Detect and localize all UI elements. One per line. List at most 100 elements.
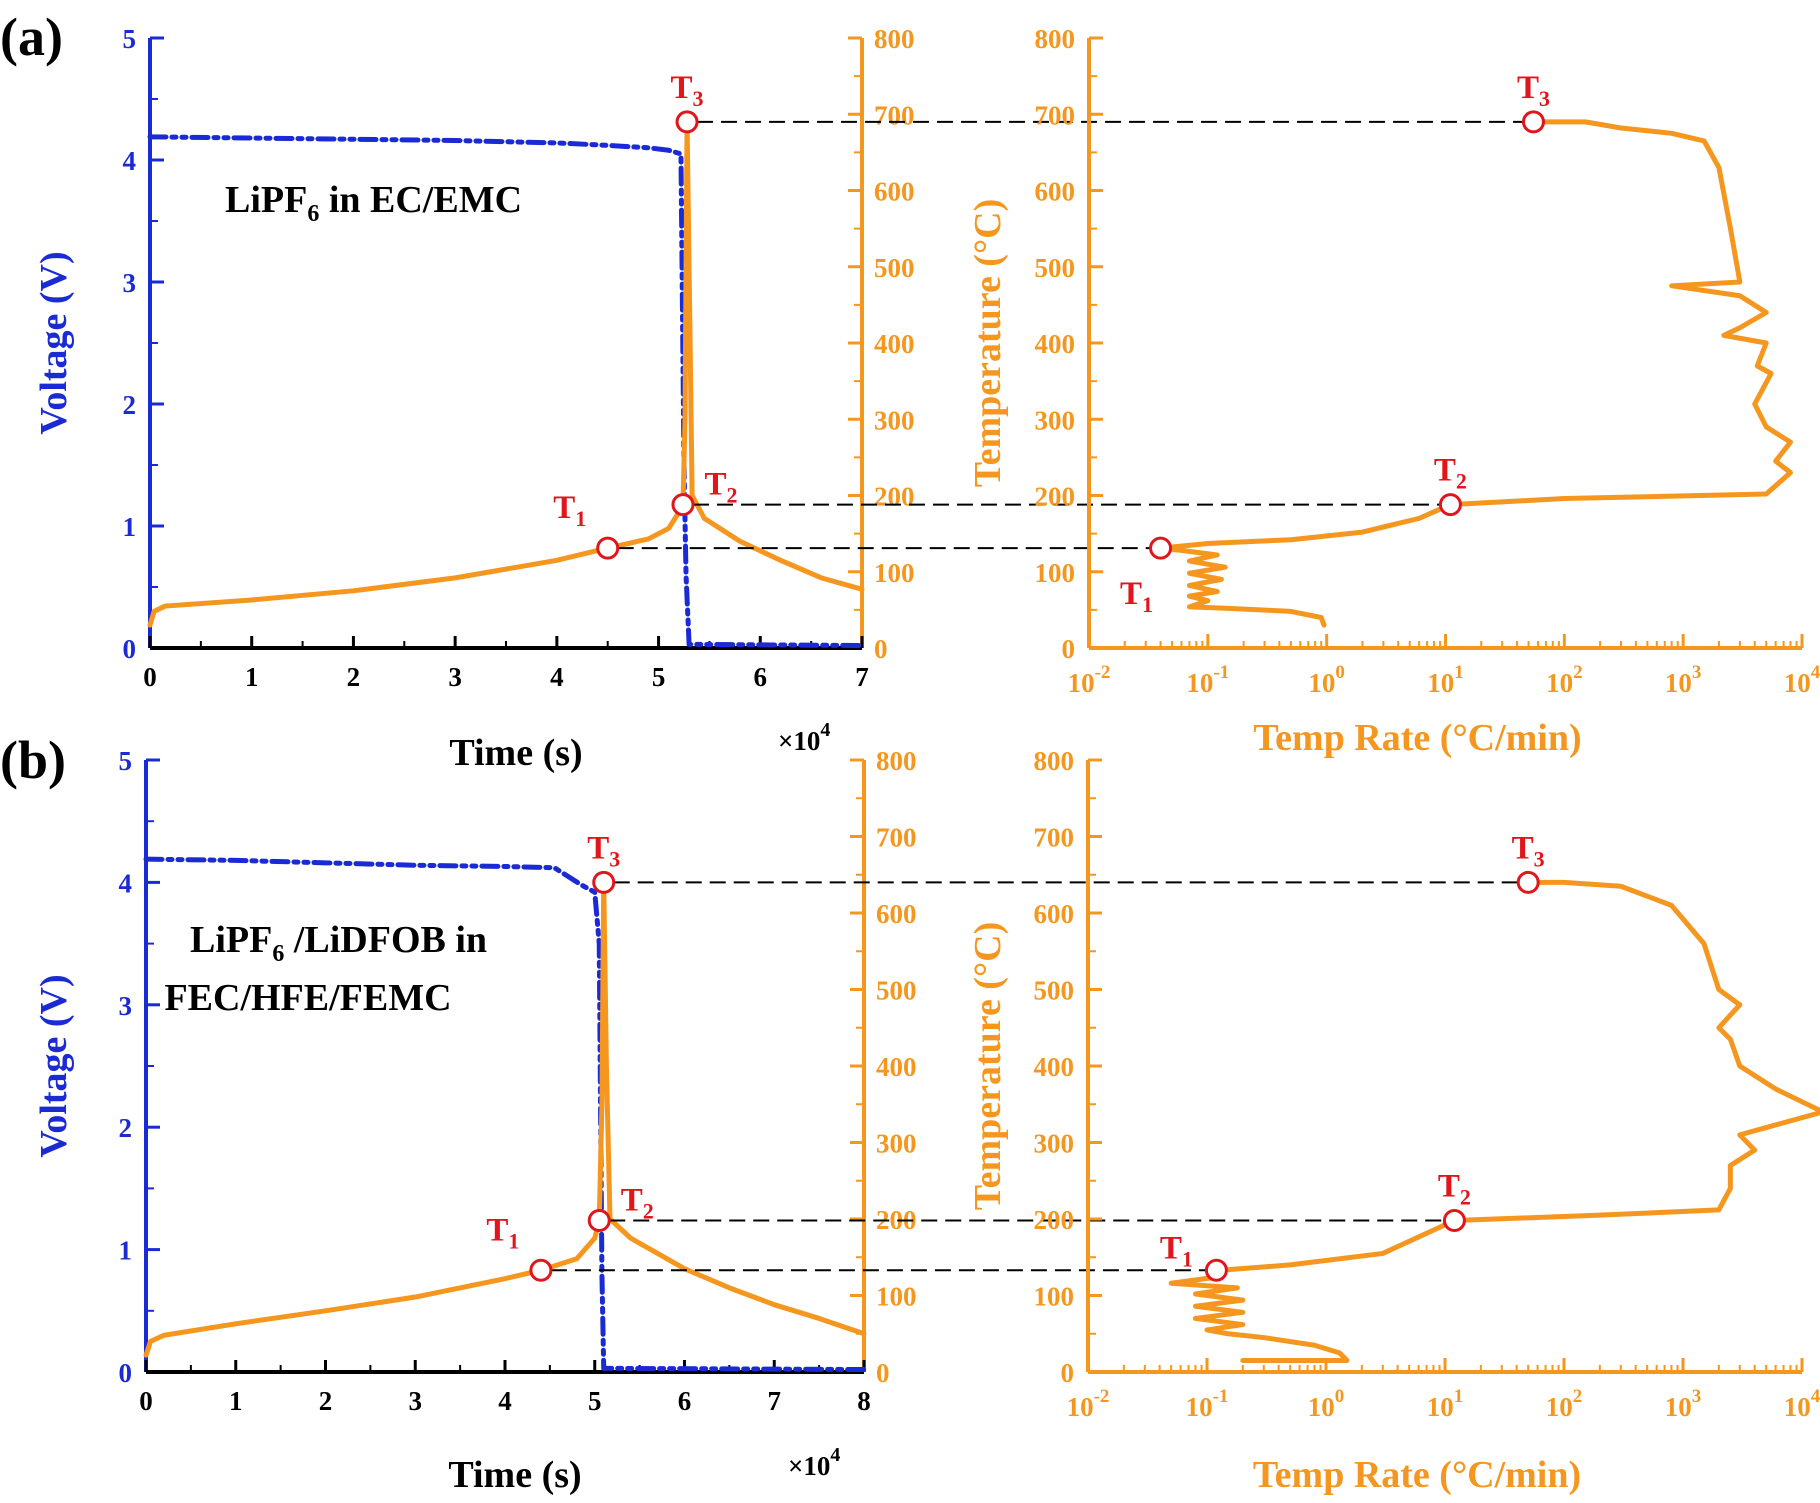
- rate-tick-label: 104: [1784, 1386, 1820, 1422]
- transition-marker: [1438, 493, 1462, 517]
- marker-label-letter: T: [1120, 576, 1142, 612]
- marker-label-letter: T: [587, 830, 609, 866]
- time-multiplier-base: ×10: [788, 1451, 830, 1481]
- rate-tick-label: 104: [1784, 662, 1820, 698]
- rate-tick-exponent: -1: [1213, 662, 1229, 683]
- temperature-tick-label: 100: [1034, 1282, 1075, 1312]
- time-tick-label: 8: [857, 1386, 871, 1416]
- rate-tick-label: 10-2: [1068, 662, 1111, 698]
- temperature-tick-label: 0: [876, 1358, 890, 1388]
- time-tick-label: 3: [409, 1386, 423, 1416]
- transition-marker: [596, 536, 620, 560]
- rate-tick-label: 100: [1308, 662, 1345, 698]
- temperature-tick-label: 500: [1034, 976, 1075, 1006]
- temperature-tick-label: 300: [876, 1129, 917, 1159]
- temperature-tick-label: 100: [876, 1282, 917, 1312]
- marker-label-letter: T: [1438, 1169, 1460, 1205]
- rate-tick-base: 10: [1546, 1392, 1573, 1422]
- voltage-tick-label: 3: [119, 991, 133, 1021]
- marker-label-sub: 1: [1182, 1246, 1193, 1271]
- transition-marker: [1516, 870, 1540, 894]
- temp-rate-series-line: [1158, 119, 1793, 628]
- time-tick-label: 4: [498, 1386, 512, 1416]
- marker-label-letter: T: [1512, 830, 1534, 866]
- rate-tick-label: 102: [1546, 1386, 1583, 1422]
- temperature-tick-label: 700: [874, 100, 915, 130]
- marker-label-letter: T: [1160, 1230, 1182, 1266]
- rate-tick-exponent: 3: [1692, 1386, 1702, 1407]
- rate-tick-base: 10: [1427, 668, 1454, 698]
- voltage-tick-label: 1: [123, 512, 137, 542]
- temp-rate-series-line: [1168, 879, 1820, 1364]
- transition-marker-label: T3: [1512, 830, 1545, 871]
- rate-tick-label: 101: [1427, 662, 1464, 698]
- marker-label-sub: 3: [1539, 86, 1550, 111]
- temperature-tick-label: 300: [1035, 405, 1076, 435]
- rate-axis-label: Temp Rate (°C/min): [1253, 717, 1581, 759]
- marker-label-letter: T: [671, 70, 693, 106]
- transition-marker: [1204, 1258, 1228, 1282]
- rate-tick-exponent: -1: [1213, 1386, 1229, 1407]
- rate-tick-base: 10: [1186, 668, 1213, 698]
- time-tick-label: 2: [347, 662, 361, 692]
- time-multiplier-exponent: 4: [820, 719, 830, 741]
- rate-tick-base: 10: [1067, 1392, 1094, 1422]
- temperature-tick-label: 100: [1035, 558, 1076, 588]
- voltage-tick-label: 5: [119, 746, 133, 776]
- temperature-tick-label: 700: [876, 823, 917, 853]
- temperature-tick-label: 600: [874, 177, 915, 207]
- temperature-tick-label: 800: [876, 746, 917, 776]
- voltage-tick-label: 2: [123, 390, 137, 420]
- transition-marker-label: T2: [1434, 453, 1467, 494]
- marker-label-sub: 3: [1534, 846, 1545, 871]
- rate-tick-exponent: -2: [1095, 662, 1111, 683]
- rate-tick-exponent: 0: [1335, 662, 1345, 683]
- voltage-series-line: [147, 134, 865, 649]
- temperature-tick-label: 600: [1035, 177, 1076, 207]
- electrolyte-annotation-main: LiPF: [190, 919, 272, 961]
- temperature-tick-label: 0: [1062, 634, 1076, 664]
- temperature-axis-label: Temperature (°C): [967, 922, 1009, 1211]
- voltage-tick-label: 0: [119, 1358, 133, 1388]
- time-axis-label: Time (s): [449, 732, 582, 774]
- transition-marker-label: T1: [1120, 576, 1153, 617]
- rate-tick-base: 10: [1186, 1392, 1213, 1422]
- electrolyte-annotation-rest: /LiDFOB in: [284, 919, 487, 961]
- marker-label-sub: 2: [1456, 469, 1467, 494]
- marker-label-sub: 3: [693, 86, 704, 111]
- temperature-tick-label: 800: [1034, 746, 1075, 776]
- time-axis-label: Time (s): [448, 1454, 581, 1496]
- marker-label-sub: 2: [726, 483, 737, 508]
- time-tick-label: 4: [550, 662, 564, 692]
- rate-tick-label: 102: [1546, 662, 1583, 698]
- rate-tick-base: 10: [1784, 1392, 1811, 1422]
- time-multiplier-exponent: 4: [830, 1444, 840, 1466]
- time-tick-label: 3: [448, 662, 462, 692]
- rate-tick-exponent: 1: [1454, 662, 1464, 683]
- voltage-tick-label: 2: [119, 1113, 133, 1143]
- temperature-tick-label: 400: [876, 1052, 917, 1082]
- rate-tick-base: 10: [1546, 668, 1573, 698]
- temperature-tick-label: 700: [1034, 823, 1075, 853]
- rate-tick-label: 10-1: [1186, 662, 1229, 698]
- rate-tick-label: 10-2: [1067, 1386, 1110, 1422]
- marker-label-sub: 2: [1460, 1185, 1471, 1210]
- electrolyte-annotation: LiPF6 in EC/EMC: [225, 179, 522, 227]
- temperature-tick-label: 800: [874, 24, 915, 54]
- marker-label-letter: T: [621, 1183, 643, 1219]
- transition-marker-label: T3: [671, 70, 704, 111]
- voltage-tick-label: 5: [123, 24, 137, 54]
- electrolyte-annotation-line2: FEC/HFE/FEMC: [164, 977, 451, 1019]
- transition-marker: [529, 1258, 553, 1282]
- voltage-tick-label: 1: [119, 1236, 133, 1266]
- marker-label-sub: 1: [508, 1228, 519, 1253]
- temperature-tick-label: 600: [876, 899, 917, 929]
- temperature-tick-label: 800: [1035, 24, 1076, 54]
- rate-tick-label: 10-1: [1186, 1386, 1229, 1422]
- rate-tick-base: 10: [1784, 668, 1811, 698]
- transition-marker: [675, 110, 699, 134]
- time-tick-label: 5: [652, 662, 666, 692]
- marker-label-letter: T: [704, 467, 726, 503]
